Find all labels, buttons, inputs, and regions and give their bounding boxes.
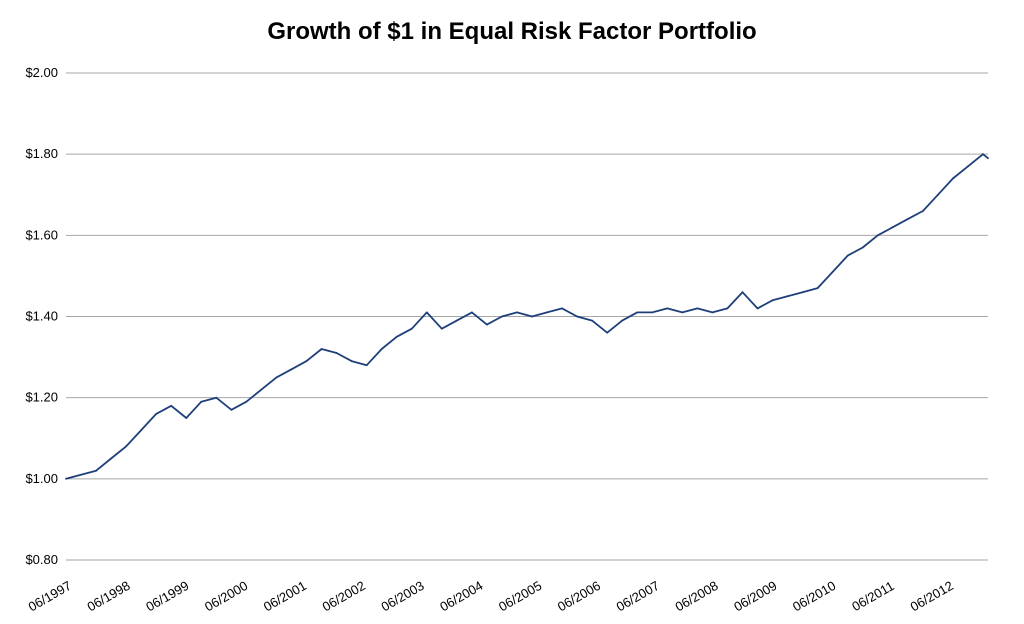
x-tick-label: 06/2005 xyxy=(496,578,544,614)
data-point xyxy=(110,457,112,460)
data-point xyxy=(861,246,864,249)
data-point xyxy=(891,226,894,229)
y-tick-label: $2.00 xyxy=(25,65,58,80)
data-point xyxy=(786,295,789,298)
data-point xyxy=(425,311,428,314)
x-tick-label: 06/2012 xyxy=(908,578,956,614)
data-point xyxy=(546,311,548,314)
data-point xyxy=(140,429,143,431)
data-point xyxy=(290,368,293,371)
x-tick-label: 06/2009 xyxy=(731,578,779,614)
data-point xyxy=(365,364,368,367)
data-point xyxy=(876,234,879,237)
data-point xyxy=(801,291,804,294)
x-tick-label: 06/1998 xyxy=(84,578,132,614)
y-tick-label: $1.20 xyxy=(25,390,58,405)
gridlines xyxy=(66,72,988,561)
data-point xyxy=(591,319,593,322)
x-tick-label: 06/2008 xyxy=(672,578,720,614)
x-tick-label: 06/2000 xyxy=(202,578,250,614)
data-point xyxy=(922,210,924,212)
y-tick-label: $1.40 xyxy=(25,309,58,324)
x-tick-label: 06/2006 xyxy=(555,578,603,614)
x-tick-label: 06/2004 xyxy=(437,578,485,614)
x-tick-label: 06/1997 xyxy=(26,578,74,614)
data-point xyxy=(952,177,954,180)
data-point xyxy=(260,388,263,391)
data-point xyxy=(80,473,82,476)
data-point xyxy=(335,352,338,354)
x-tick-label: 06/2011 xyxy=(849,578,896,614)
data-point xyxy=(245,400,248,403)
y-axis-tick-labels: $0.80 $1.00 $1.20 $1.40 $1.60 $1.80 $2.00 xyxy=(25,65,58,567)
data-point xyxy=(937,193,939,196)
chart-title: Growth of $1 in Equal Risk Factor Portfo… xyxy=(267,18,757,45)
data-point xyxy=(696,307,699,310)
data-point xyxy=(230,408,233,411)
data-point xyxy=(846,254,849,257)
data-point xyxy=(486,323,488,326)
data-point xyxy=(305,360,308,362)
data-point xyxy=(200,400,203,403)
data-point xyxy=(666,307,669,310)
data-point xyxy=(516,311,518,314)
data-point xyxy=(215,396,218,399)
data-point xyxy=(982,153,984,156)
y-tick-label: $1.60 xyxy=(25,227,58,242)
data-point xyxy=(501,315,503,318)
x-tick-label: 06/2003 xyxy=(378,578,426,614)
x-tick-label: 06/1999 xyxy=(143,578,191,614)
x-tick-label: 06/2007 xyxy=(614,578,662,614)
data-point xyxy=(967,165,969,168)
x-tick-label: 06/2010 xyxy=(790,578,838,614)
x-tick-label: 06/2002 xyxy=(320,578,368,614)
data-point xyxy=(395,335,398,338)
data-point xyxy=(531,315,533,318)
data-point xyxy=(65,477,67,480)
data-point xyxy=(561,307,563,310)
data-point xyxy=(831,271,834,273)
data-point xyxy=(906,218,909,221)
data-point xyxy=(455,319,458,322)
data-point xyxy=(771,299,774,302)
data-point xyxy=(275,376,278,379)
data-point xyxy=(440,327,443,330)
series-layer xyxy=(65,153,989,480)
data-point xyxy=(726,307,729,310)
y-tick-label: $0.80 xyxy=(25,552,58,567)
data-point xyxy=(380,348,383,350)
data-point xyxy=(410,327,413,330)
data-point xyxy=(756,307,759,310)
data-point xyxy=(621,319,624,322)
data-point xyxy=(95,469,97,472)
data-point xyxy=(320,348,323,350)
data-point xyxy=(651,311,654,314)
data-point xyxy=(170,404,173,407)
data-point xyxy=(471,311,473,314)
data-point xyxy=(636,311,639,314)
data-point xyxy=(576,315,578,318)
data-point xyxy=(350,360,353,362)
y-tick-label: $1.80 xyxy=(25,146,58,161)
data-point xyxy=(681,311,684,314)
data-point xyxy=(155,413,158,415)
data-point xyxy=(606,331,609,334)
data-point xyxy=(987,157,989,160)
data-point xyxy=(185,417,188,419)
data-point xyxy=(711,311,714,314)
data-point xyxy=(125,445,127,448)
x-tick-label: 06/2001 xyxy=(261,578,309,614)
data-point xyxy=(816,287,819,289)
y-tick-label: $1.00 xyxy=(25,471,58,486)
x-axis-tick-labels: 06/1997 06/1998 06/1999 06/2000 06/2001 06/20… xyxy=(26,578,956,614)
data-point xyxy=(741,291,744,294)
